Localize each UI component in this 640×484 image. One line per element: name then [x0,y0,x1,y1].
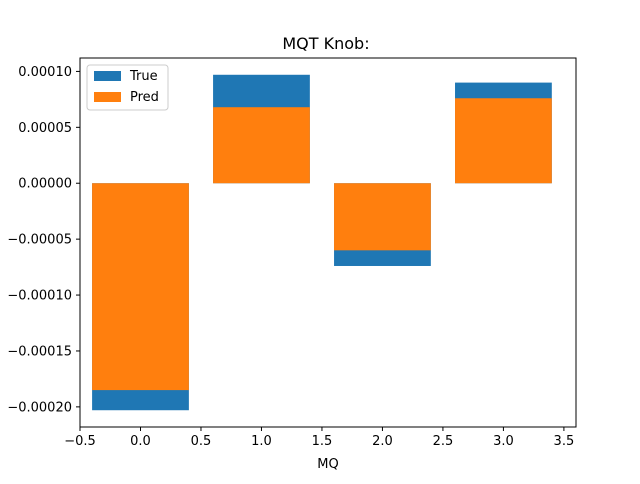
legend-swatch-true [94,71,121,81]
y-tick-label-2: 0.00000 [18,177,72,192]
legend-label-pred: Pred [130,90,159,105]
legend: True Pred [86,64,169,111]
x-tick-label-2: 0.5 [191,434,212,449]
bar-pred-0 [92,183,189,391]
bars-layer [92,74,552,411]
y-tick-label-5: −0.00015 [7,344,72,359]
y-tick-label-0: 0.00010 [18,65,72,80]
chart-title: MQT Knob: [282,34,369,53]
bar-pred-1 [213,107,310,184]
x-axis: −0.5 0.0 0.5 1.0 1.5 2.0 2.5 3.0 3.5 [64,427,574,449]
y-tick-label-3: −0.00005 [7,233,72,248]
x-tick-label-5: 2.0 [372,434,393,449]
legend-label-true: True [129,69,158,84]
x-axis-label: MQ [317,457,338,472]
y-tick-label-4: −0.00010 [7,289,72,304]
y-tick-label-6: −0.00020 [7,400,72,415]
x-tick-label-3: 1.0 [251,434,272,449]
x-tick-label-6: 2.5 [433,434,454,449]
y-tick-label-1: 0.00005 [18,121,72,136]
y-axis: 0.00010 0.00005 0.00000 −0.00005 −0.00010 −0.… [7,65,80,415]
x-tick-label-8: 3.5 [554,434,575,449]
bar-pred-2 [334,183,431,251]
legend-swatch-pred [94,92,121,102]
plot-frame [79,57,577,428]
x-tick-label-4: 1.5 [312,434,333,449]
x-tick-label-7: 3.0 [493,434,514,449]
x-tick-label-0: −0.5 [64,434,96,449]
bar-pred-3 [455,98,552,184]
x-tick-label-1: 0.0 [130,434,151,449]
